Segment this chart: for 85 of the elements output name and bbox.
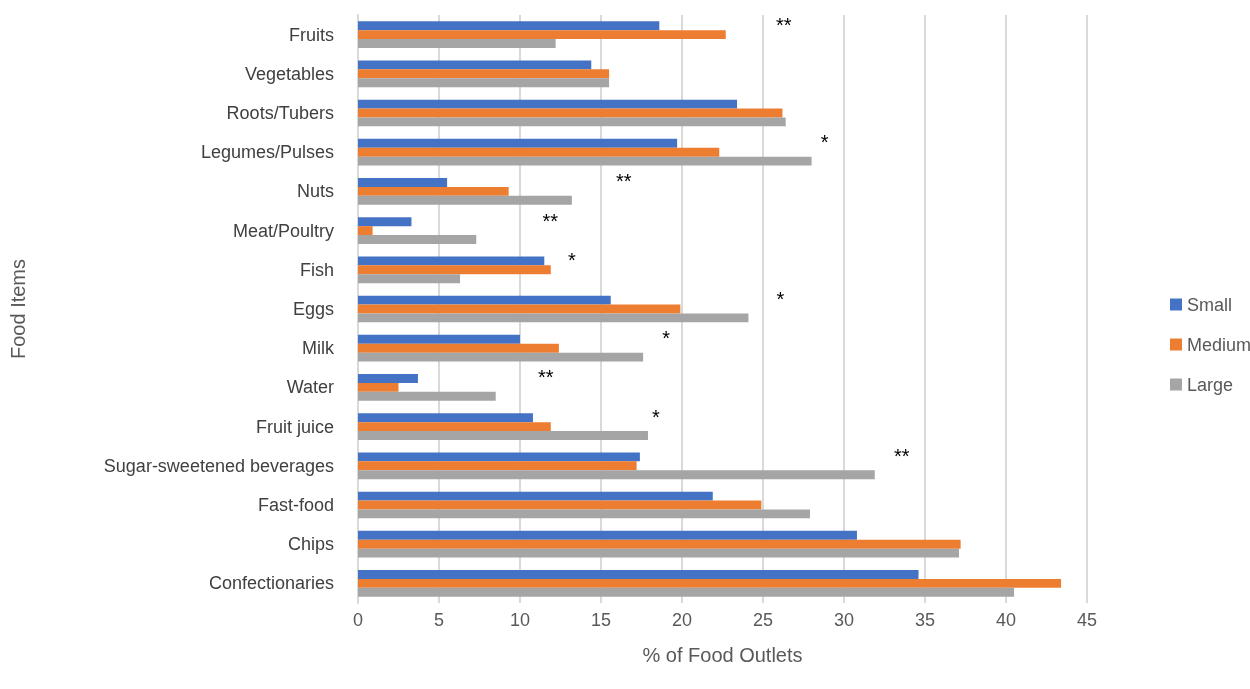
legend-label: Small <box>1187 294 1233 315</box>
bar <box>358 334 520 344</box>
y-tick-label: Water <box>286 377 334 398</box>
x-axis-title: % of Food Outlets <box>642 644 803 666</box>
bar <box>358 343 559 353</box>
bar <box>358 30 726 40</box>
y-tick-label: Nuts <box>296 181 334 202</box>
y-tick-label: Milk <box>302 338 335 359</box>
bar <box>358 470 875 480</box>
y-tick-label: Vegetables <box>244 63 334 84</box>
y-tick-label: Fish <box>299 259 334 280</box>
bar <box>358 422 551 432</box>
bar <box>358 39 556 48</box>
bar <box>358 295 611 305</box>
bar <box>358 69 610 79</box>
bar <box>358 226 373 236</box>
bar <box>358 578 1062 588</box>
bar <box>358 108 783 118</box>
bar <box>358 500 762 510</box>
y-tick-label: Meat/Poultry <box>232 220 334 241</box>
legend-label: Large <box>1187 374 1234 395</box>
bar <box>358 530 857 540</box>
bar <box>358 78 610 88</box>
annotation: * <box>567 248 576 271</box>
bar <box>358 587 1015 597</box>
legend-label: Medium <box>1187 334 1250 355</box>
bar <box>358 491 713 501</box>
x-tick-label: 35 <box>914 610 936 630</box>
bar <box>358 99 738 109</box>
bar <box>358 178 448 187</box>
annotation: ** <box>616 170 632 193</box>
bar <box>358 265 551 275</box>
bar <box>358 313 749 323</box>
annotation: * <box>662 327 671 350</box>
bar <box>358 147 720 157</box>
bar <box>358 461 637 471</box>
bar <box>358 138 678 148</box>
bar <box>358 431 648 440</box>
annotation: * <box>776 288 785 310</box>
bar <box>358 235 477 244</box>
y-axis-title: Food Items <box>7 258 29 360</box>
bar <box>358 413 533 423</box>
bar <box>358 304 681 314</box>
annotation: ** <box>542 209 559 232</box>
y-tick-label: Fast-food <box>257 495 334 515</box>
y-tick-label: Confectionaries <box>208 573 334 594</box>
y-tick-label: Chips <box>287 534 334 555</box>
y-tick-label: Fruit juice <box>255 416 334 437</box>
bar <box>358 274 461 284</box>
bar <box>358 539 961 549</box>
y-tick-label: Sugar-sweetened beverages <box>103 455 334 476</box>
bar <box>358 382 399 392</box>
x-tick-label: 30 <box>833 610 855 630</box>
x-tick-label: 25 <box>752 610 774 630</box>
bar <box>358 452 640 462</box>
bar <box>358 186 509 196</box>
x-tick-label: 10 <box>509 610 531 630</box>
x-tick-label: 20 <box>671 610 693 630</box>
bar <box>358 391 496 401</box>
x-tick-label: 0 <box>352 610 364 630</box>
x-tick-label: 15 <box>590 610 612 630</box>
bar <box>358 217 412 227</box>
annotation: * <box>820 131 829 154</box>
bar <box>358 117 786 127</box>
bar <box>358 509 810 519</box>
y-tick-label: Eggs <box>292 299 334 319</box>
bar <box>358 195 572 205</box>
x-tick-label: 5 <box>433 610 445 630</box>
annotation: * <box>652 405 661 428</box>
y-tick-label: Fruits <box>289 24 334 45</box>
bar <box>358 374 418 383</box>
y-tick-label: Roots/Tubers <box>226 103 334 123</box>
bar <box>358 352 644 362</box>
annotation: ** <box>893 444 910 467</box>
bar <box>358 21 660 31</box>
bar <box>358 60 592 70</box>
bar <box>358 256 545 266</box>
y-tick-label: Legumes/Pulses <box>200 142 334 163</box>
x-tick-label: 40 <box>995 610 1017 630</box>
bar <box>358 570 919 579</box>
annotation: ** <box>537 366 554 389</box>
bar <box>358 156 812 166</box>
bar <box>358 548 960 558</box>
x-tick-label: 45 <box>1076 610 1098 630</box>
annotation: ** <box>775 13 792 36</box>
